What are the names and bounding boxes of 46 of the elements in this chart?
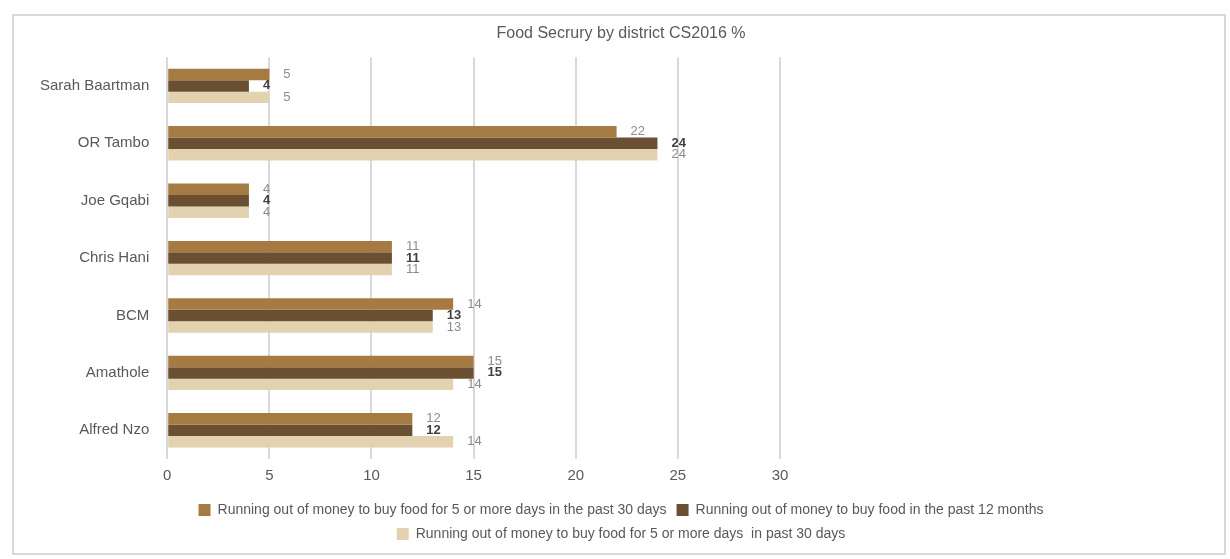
y-tick-label: Amathole <box>85 363 150 381</box>
data-label: 4 <box>262 77 271 93</box>
y-tick-label: Joe Gqabi <box>80 190 150 208</box>
data-label: 14 <box>467 295 482 311</box>
bar <box>168 91 270 104</box>
data-label: 5 <box>283 88 291 104</box>
bar <box>168 355 474 368</box>
data-label: 5 <box>283 66 291 81</box>
x-tick-label: 5 <box>265 466 274 484</box>
y-tick-label: Sarah Baartman <box>39 76 150 94</box>
y-tick-label: OR Tambo <box>77 133 150 151</box>
x-tick-label: 25 <box>669 466 687 484</box>
y-tick-label: Chris Hani <box>79 248 150 266</box>
bar <box>168 240 392 253</box>
bar <box>168 183 249 195</box>
bar <box>168 309 433 322</box>
data-label: 14 <box>467 433 482 449</box>
bar <box>168 206 249 218</box>
bar <box>168 194 249 207</box>
bar <box>168 126 617 138</box>
x-tick-label: 0 <box>163 466 172 484</box>
bar <box>168 378 454 391</box>
x-tick-label: 10 <box>363 466 380 484</box>
data-label: 14 <box>467 375 482 391</box>
chart-title: Food Secrury by district CS2016 % <box>496 24 746 42</box>
bar <box>168 252 392 264</box>
bar <box>168 436 454 448</box>
x-tick-label: 15 <box>465 466 482 484</box>
bar <box>168 80 249 92</box>
y-tick-label: Alfred Nzo <box>79 420 150 438</box>
bar <box>168 298 454 310</box>
bar <box>168 321 433 333</box>
legend-label: Running out of money to buy food for 5 or more days in past 30 days <box>415 524 846 541</box>
data-label: 22 <box>630 123 646 139</box>
bar <box>168 263 392 276</box>
bar <box>168 424 413 437</box>
x-tick-label: 20 <box>567 466 585 484</box>
y-tick-label: BCM <box>115 305 150 323</box>
bar <box>168 68 270 81</box>
bar <box>168 149 658 161</box>
x-tick-label: 30 <box>771 466 789 484</box>
legend-label: Running out of money to buy food in the past 12 months <box>695 500 1044 517</box>
bar <box>168 413 413 425</box>
bar <box>168 367 474 379</box>
bar <box>168 137 658 150</box>
legend-label: Running out of money to buy food for 5 or more days in the past 30 days <box>217 500 667 517</box>
